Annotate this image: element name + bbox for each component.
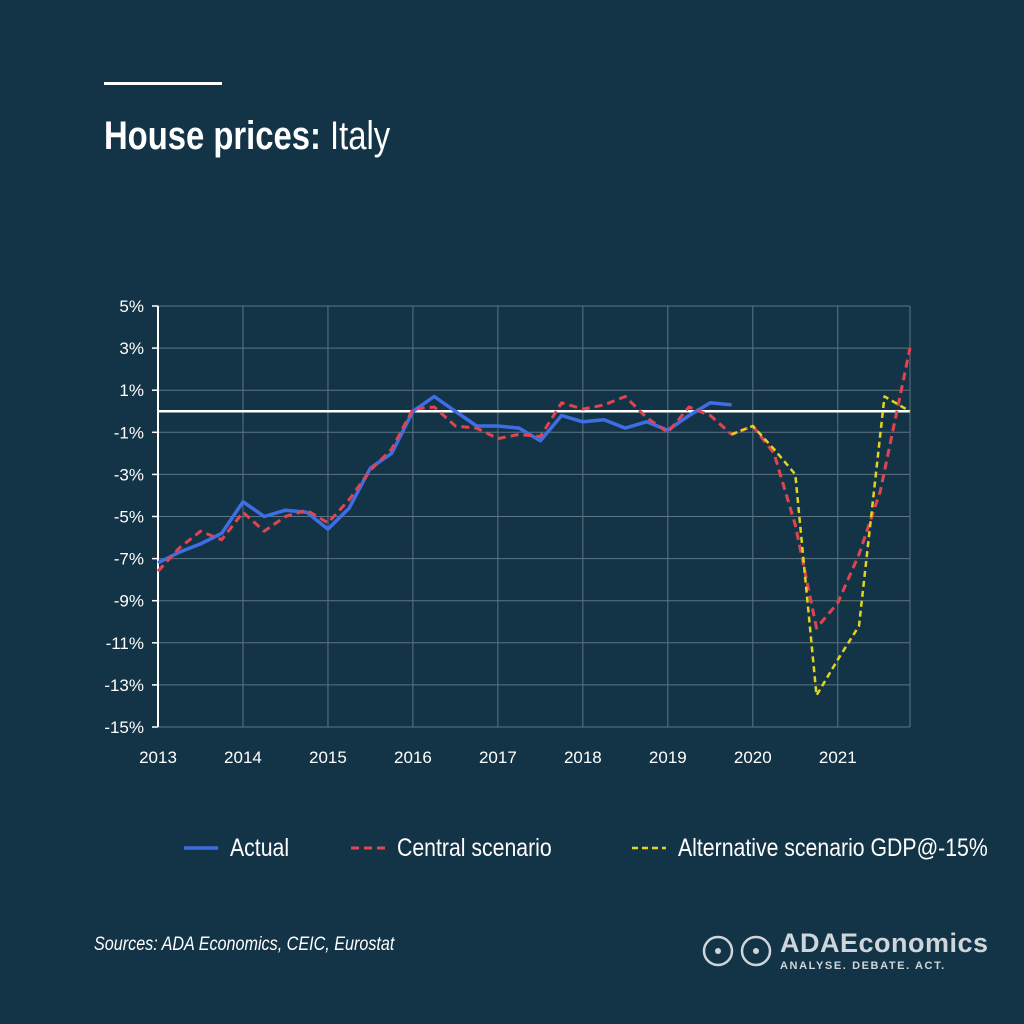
- series-actual-line: [157, 394, 732, 565]
- title-accent-bar: [104, 82, 222, 85]
- chart-title: House prices: Italy: [104, 112, 390, 160]
- x-tick-label: 2020: [734, 748, 772, 767]
- y-tick-label: -15%: [104, 718, 144, 737]
- legend-label-alternative: Alternative scenario GDP@-15%: [677, 833, 988, 862]
- x-tick-label: 2017: [479, 748, 517, 767]
- legend-swatch-alternative: [631, 846, 666, 850]
- logo-circle-left-icon: [702, 935, 734, 967]
- y-tick-label: -13%: [104, 676, 144, 695]
- y-tick-label: -11%: [106, 634, 144, 653]
- y-tick-label: -7%: [114, 550, 144, 569]
- logo-circles-icon: [702, 935, 772, 967]
- legend-label-central: Central scenario: [397, 833, 553, 862]
- legend-swatch-actual: [184, 846, 218, 850]
- line-chart: 5% 3% 1% -1% -3% -5% -7% -9% -11% -13% -15% 2013 201…: [104, 297, 912, 767]
- y-tick-label: 3%: [119, 339, 144, 358]
- ada-logo: ADAEconomics ANALYSE. DEBATE. ACT.: [702, 930, 989, 972]
- title-regular: Italy: [330, 114, 391, 158]
- logo-tagline: ANALYSE. DEBATE. ACT.: [780, 960, 946, 972]
- title-bold: House prices:: [104, 114, 321, 158]
- source-note: Sources: ADA Economics, CEIC, Eurostat: [94, 934, 395, 955]
- legend-item-central: Central scenario: [351, 834, 579, 863]
- x-tick-label: 2013: [139, 748, 177, 767]
- series-alternative-line: [731, 395, 911, 697]
- y-tick-label: -3%: [114, 465, 144, 484]
- y-tick-label: 1%: [119, 381, 144, 400]
- legend-label-actual: Actual: [230, 833, 290, 862]
- legend-item-alternative: Alternative scenario GDP@-15%: [631, 833, 1024, 863]
- x-tick-label: 2021: [819, 748, 857, 767]
- y-tick-label: 5%: [119, 297, 144, 316]
- x-tick-label: 2016: [394, 748, 432, 767]
- x-tick-label: 2019: [649, 748, 687, 767]
- y-tick-label: -9%: [114, 592, 144, 611]
- logo-circle-right-icon: [740, 935, 772, 967]
- legend-item-actual: Actual: [184, 834, 299, 863]
- logo-text: ADAEconomics ANALYSE. DEBATE. ACT.: [780, 930, 989, 972]
- logo-name: ADAEconomics: [780, 928, 989, 958]
- y-tick-label: -5%: [114, 508, 144, 527]
- x-tick-label: 2018: [564, 748, 602, 767]
- series-central-line: [156, 347, 912, 630]
- x-tick-label: 2015: [309, 748, 347, 767]
- y-tick-label: -1%: [114, 423, 144, 442]
- x-tick-label: 2014: [224, 748, 262, 767]
- legend-swatch-central: [351, 846, 386, 850]
- chart-legend: Actual Central scenario Alternative scen…: [184, 828, 1024, 868]
